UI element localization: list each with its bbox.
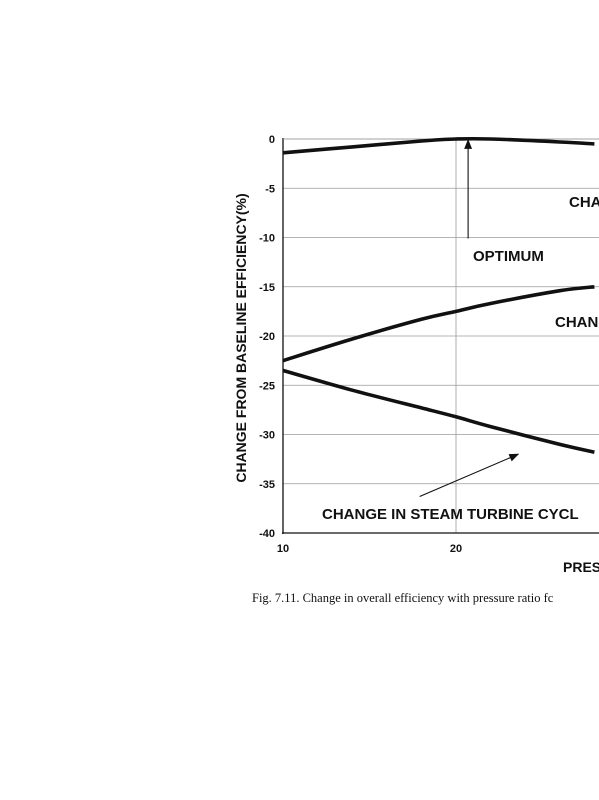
series-lines <box>282 136 595 454</box>
y-tick-label: -10 <box>259 233 275 245</box>
series-line-3 <box>282 368 595 454</box>
x-axis-title: PRES <box>563 559 599 575</box>
y-tick-label: 0 <box>269 134 275 146</box>
y-tick-label: -15 <box>259 282 275 294</box>
x-tick-label: 10 <box>277 543 289 555</box>
change-steam-label: CHANGE IN STEAM TURBINE CYCL <box>322 506 579 523</box>
change-mid-label: CHAN <box>555 314 598 331</box>
gridlines <box>283 138 599 533</box>
figure-caption: Fig. 7.11. Change in overall efficiency … <box>252 591 554 605</box>
x-tick-label: 20 <box>450 543 462 555</box>
annotations: OPTIMUM CHANGE IN STEAM TURBINE CYCL CHA CH… <box>322 138 599 523</box>
series-line-1 <box>282 136 595 155</box>
change-steam-arrow <box>419 453 520 498</box>
y-tick-label: -5 <box>265 183 275 195</box>
y-tick-label: -30 <box>259 430 275 442</box>
y-tick-label: -25 <box>259 380 275 392</box>
change-top-label: CHA <box>569 194 599 211</box>
y-axis-title: CHANGE FROM BASELINE EFFICIENCY(%) <box>233 193 249 482</box>
series-line-2 <box>282 285 595 363</box>
y-tick-label: -35 <box>259 479 275 491</box>
y-tick-label: -20 <box>259 331 275 343</box>
y-tick-label: -40 <box>259 528 275 540</box>
optimum-label: OPTIMUM <box>473 248 544 265</box>
